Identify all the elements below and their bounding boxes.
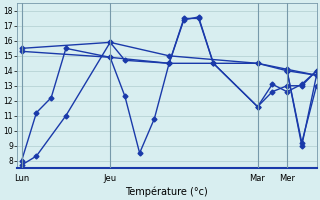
- X-axis label: Température (°c): Température (°c): [125, 186, 208, 197]
